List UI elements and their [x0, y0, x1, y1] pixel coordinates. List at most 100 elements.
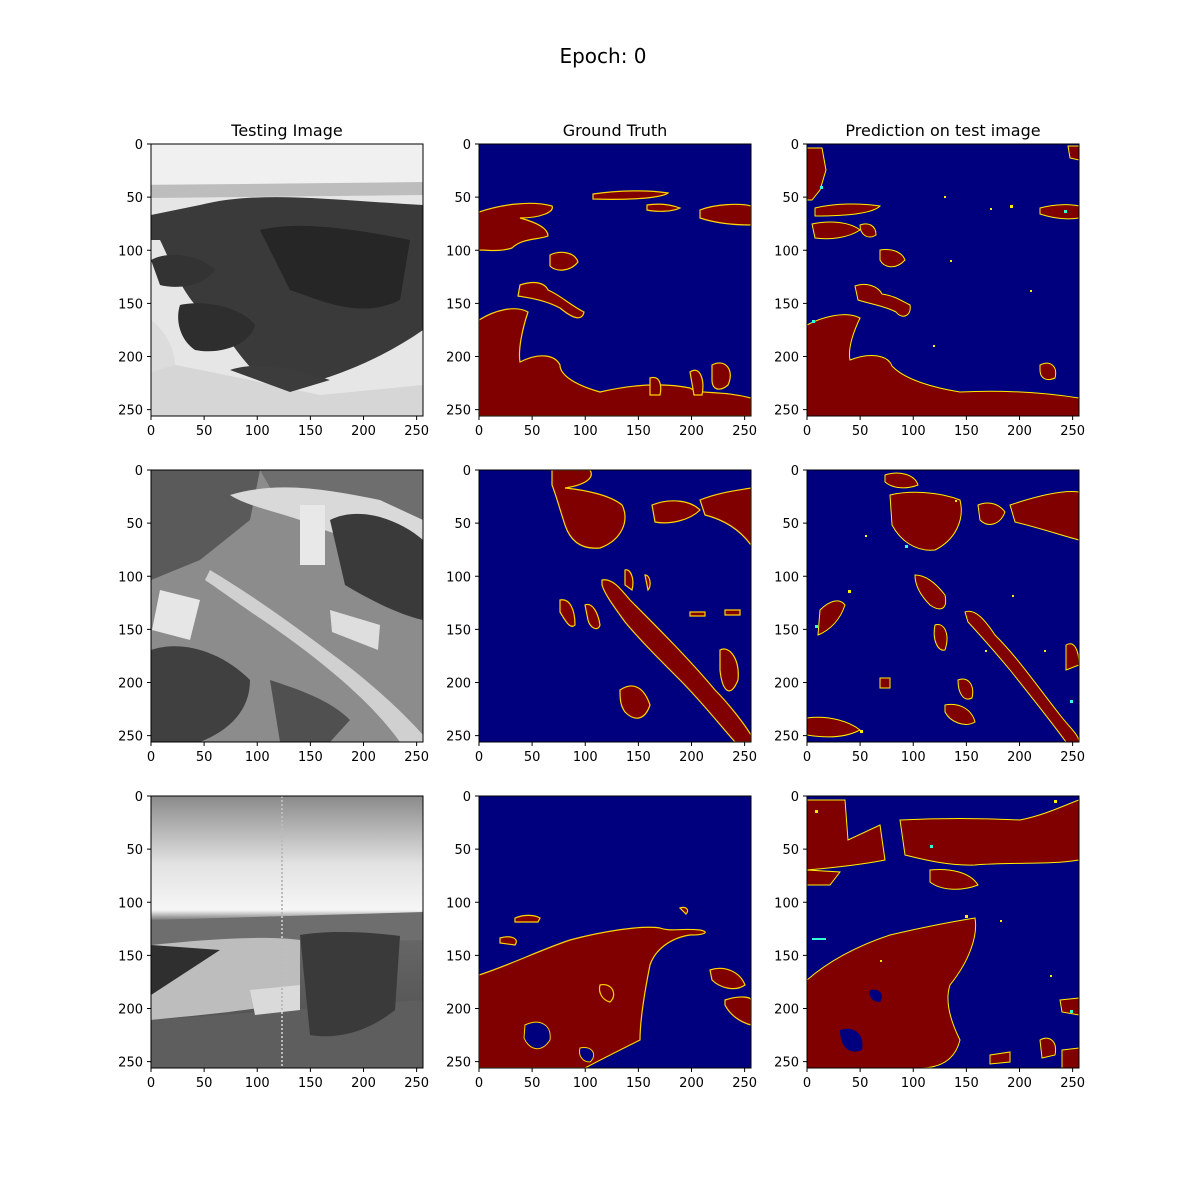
y-tick-label: 50 — [126, 843, 143, 858]
gt-water-1 — [551, 470, 751, 742]
y-tick-label: 100 — [446, 896, 471, 911]
title-testing-image: Testing Image — [230, 121, 342, 140]
row-0 — [150, 143, 1080, 417]
y-tick-label: 200 — [118, 677, 143, 692]
y-tick-label: 50 — [782, 517, 799, 532]
grayscale-image-0 — [151, 144, 423, 416]
pred-noise-cyan-0 — [812, 186, 1067, 323]
pred-noise-2 — [815, 800, 1057, 977]
x-tick-label: 200 — [351, 424, 376, 439]
y-tick-label: 0 — [135, 138, 143, 153]
y-tick-label: 100 — [118, 896, 143, 911]
y-tick-label: 150 — [774, 949, 799, 964]
x-tick-label: 250 — [1060, 750, 1085, 765]
x-tick-label: 0 — [803, 750, 811, 765]
pred-water-1 — [807, 472, 1079, 742]
y-tick-label: 50 — [454, 191, 471, 206]
x-tick-label: 250 — [1060, 1076, 1085, 1091]
x-tick-label: 200 — [679, 750, 704, 765]
panel-prediction-0 — [806, 143, 1080, 417]
x-tick-label: 150 — [298, 424, 323, 439]
y-tick-label: 200 — [118, 1003, 143, 1018]
x-tick-label: 150 — [626, 424, 651, 439]
panel-testing-image-2 — [150, 795, 424, 1069]
y-tick-label: 50 — [454, 843, 471, 858]
pred-noise-cyan-1 — [815, 545, 1073, 703]
pred-noise-1 — [848, 500, 1046, 733]
x-tick-label: 150 — [626, 750, 651, 765]
x-tick-label: 150 — [954, 1076, 979, 1091]
y-tick-label: 150 — [446, 623, 471, 638]
x-tick-label: 50 — [196, 424, 213, 439]
x-tick-label: 250 — [404, 1076, 429, 1091]
x-tick-label: 100 — [573, 750, 598, 765]
x-tick-label: 50 — [524, 750, 541, 765]
y-tick-label: 0 — [791, 138, 799, 153]
y-tick-label: 150 — [118, 949, 143, 964]
x-tick-label: 250 — [1060, 424, 1085, 439]
y-tick-label: 50 — [782, 843, 799, 858]
pred-holes-2 — [840, 989, 882, 1052]
x-tick-label: 100 — [245, 1076, 270, 1091]
y-tick-label: 100 — [446, 244, 471, 259]
x-tick-label: 150 — [954, 424, 979, 439]
x-tick-label: 250 — [732, 750, 757, 765]
pred-noise-0 — [933, 196, 1032, 347]
y-tick-label: 100 — [774, 570, 799, 585]
gt-holes-2 — [523, 1021, 595, 1063]
y-tick-label: 200 — [774, 677, 799, 692]
y-tick-label: 250 — [118, 730, 143, 745]
x-tick-label: 100 — [245, 424, 270, 439]
x-tick-label: 150 — [298, 1076, 323, 1091]
x-tick-label: 0 — [475, 424, 483, 439]
y-tick-label: 50 — [126, 191, 143, 206]
y-tick-label: 50 — [126, 517, 143, 532]
y-tick-label: 200 — [774, 351, 799, 366]
y-tick-label: 50 — [454, 517, 471, 532]
x-tick-label: 250 — [732, 1076, 757, 1091]
x-tick-label: 50 — [196, 750, 213, 765]
panel-ground-truth-1 — [478, 469, 752, 743]
x-tick-label: 0 — [803, 424, 811, 439]
y-tick-label: 200 — [446, 677, 471, 692]
x-tick-label: 50 — [524, 1076, 541, 1091]
y-tick-label: 100 — [774, 244, 799, 259]
x-tick-label: 200 — [679, 424, 704, 439]
figure-suptitle: Epoch: 0 — [559, 44, 646, 68]
x-tick-label: 50 — [524, 424, 541, 439]
y-tick-label: 250 — [118, 404, 143, 419]
y-tick-label: 0 — [463, 790, 471, 805]
y-tick-label: 0 — [135, 464, 143, 479]
x-tick-label: 150 — [954, 750, 979, 765]
x-tick-label: 100 — [901, 1076, 926, 1091]
y-tick-label: 100 — [774, 896, 799, 911]
column-titles: Testing Image Ground Truth Prediction on… — [230, 121, 1040, 140]
y-tick-label: 150 — [118, 297, 143, 312]
y-tick-label: 0 — [463, 138, 471, 153]
y-tick-label: 0 — [463, 464, 471, 479]
y-tick-label: 250 — [446, 1056, 471, 1071]
x-tick-label: 0 — [147, 750, 155, 765]
row-2 — [150, 795, 1080, 1069]
title-prediction: Prediction on test image — [845, 121, 1040, 140]
grayscale-image-2 — [151, 796, 423, 1068]
x-tick-label: 0 — [147, 424, 155, 439]
x-tick-label: 50 — [852, 750, 869, 765]
x-tick-label: 200 — [679, 1076, 704, 1091]
x-tick-label: 100 — [901, 424, 926, 439]
y-tick-label: 250 — [774, 730, 799, 745]
y-tick-label: 0 — [791, 790, 799, 805]
y-tick-label: 200 — [446, 351, 471, 366]
y-tick-label: 200 — [446, 1003, 471, 1018]
x-tick-label: 100 — [573, 424, 598, 439]
x-tick-label: 0 — [475, 1076, 483, 1091]
y-tick-label: 200 — [118, 351, 143, 366]
y-tick-label: 150 — [446, 297, 471, 312]
y-tick-label: 250 — [118, 1056, 143, 1071]
panel-prediction-2 — [806, 795, 1080, 1069]
x-tick-label: 0 — [147, 1076, 155, 1091]
x-tick-label: 150 — [626, 1076, 651, 1091]
y-tick-label: 0 — [135, 790, 143, 805]
x-tick-label: 200 — [351, 750, 376, 765]
